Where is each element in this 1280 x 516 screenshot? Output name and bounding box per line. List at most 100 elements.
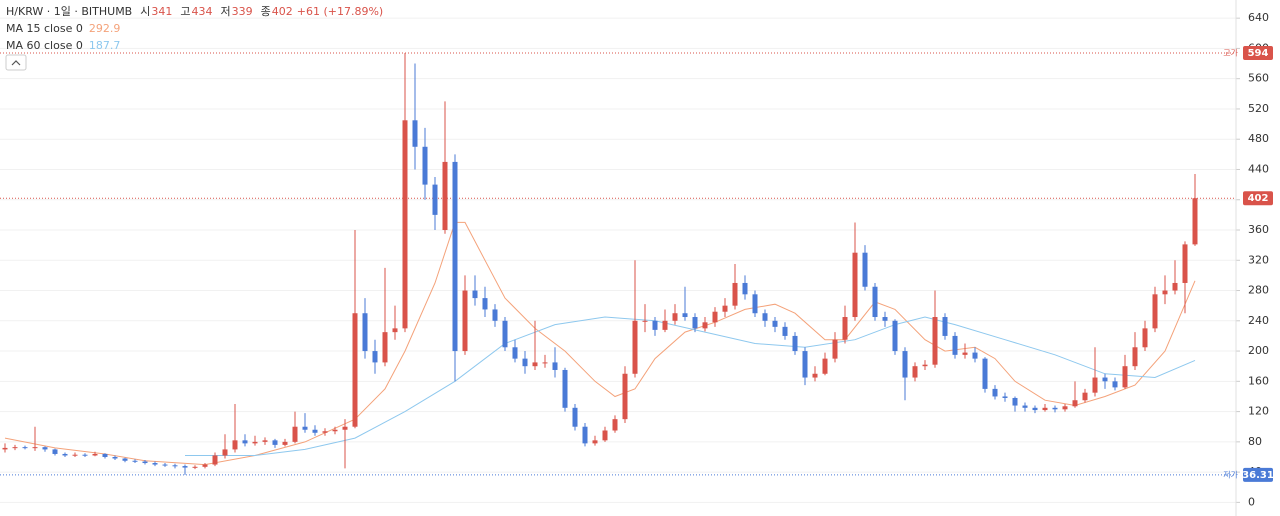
ohlc-value: 341 (151, 5, 172, 18)
chart-title: H/KRW · 1일 · BITHUMB 시341 고434 저339 종402 +61 … (6, 4, 383, 18)
candle-body (632, 320, 638, 374)
candle-body (642, 320, 648, 322)
candle-body (802, 351, 808, 378)
price-tag (1243, 45, 1273, 60)
candle-body (1162, 290, 1168, 295)
candle-body (152, 463, 158, 465)
ma-value: 187.7 (89, 39, 121, 52)
candle-body (12, 447, 18, 449)
candle-body (312, 429, 318, 433)
candle-body (722, 305, 728, 312)
candle-body (262, 440, 268, 442)
candle-body (202, 464, 208, 467)
candle-body (532, 362, 538, 367)
candle-body (602, 430, 608, 441)
candle-body (612, 419, 618, 431)
candle-body (42, 447, 48, 450)
candle-body (1072, 400, 1078, 407)
ohlc-label: 종 (261, 5, 271, 18)
moving-average-line (4, 221, 1196, 466)
candle-body (512, 347, 518, 359)
y-tick-label: 240 (1248, 314, 1269, 327)
candle-body (72, 454, 78, 456)
candle-body (892, 320, 898, 352)
candle-body (442, 161, 448, 231)
candle-body (492, 309, 498, 321)
candle-body (1042, 407, 1048, 411)
candle-body (552, 362, 558, 370)
price-tag-value: 594 (1248, 48, 1269, 59)
candle-body (1002, 396, 1008, 398)
candle-body (282, 441, 288, 445)
y-tick-label: 560 (1248, 72, 1269, 85)
candle-body (542, 362, 548, 364)
candle-body (192, 466, 198, 468)
candle-body (592, 440, 598, 444)
ohlc-value: 434 (191, 5, 212, 18)
price-tag-value: 402 (1248, 193, 1269, 204)
candle-body (182, 466, 188, 468)
candle-body (272, 440, 278, 445)
candle-body (702, 322, 708, 329)
y-tick-label: 80 (1248, 435, 1262, 448)
moving-average-line (185, 316, 1196, 456)
candle-body (1012, 397, 1018, 406)
candle-body (1142, 328, 1148, 348)
y-tick-label: 640 (1248, 11, 1269, 24)
candle-body (332, 429, 338, 432)
candle-body (992, 388, 998, 397)
candle-body (482, 298, 488, 310)
ohlc-value: 339 (232, 5, 253, 18)
collapse-icon (11, 60, 21, 66)
candle-body (962, 352, 968, 355)
candle-body (882, 317, 888, 321)
price-axis-bg (1236, 0, 1280, 516)
candle-body (32, 447, 38, 449)
y-tick-label: 360 (1248, 223, 1269, 236)
candle-body (1082, 392, 1088, 401)
candle-body (1102, 377, 1108, 382)
candle-body (942, 317, 948, 336)
ma-legend: MA 60 close 0 187.7 (6, 39, 120, 52)
collapse-button[interactable] (5, 54, 27, 71)
candle-body (1032, 407, 1038, 411)
candle-body (352, 313, 358, 427)
candle-body (1052, 407, 1058, 410)
candle-body (172, 465, 178, 467)
candle-body (922, 364, 928, 367)
candle-body (392, 328, 398, 333)
candle-body (682, 313, 688, 318)
candle-body (742, 282, 748, 295)
candle-body (732, 282, 738, 306)
y-tick-label: 280 (1248, 284, 1269, 297)
y-tick-label: 160 (1248, 374, 1269, 387)
candle-body (822, 358, 828, 374)
ma-name: MA 15 close 0 (6, 22, 83, 35)
candle-body (92, 453, 98, 456)
candle-body (1192, 198, 1198, 245)
candle-body (212, 455, 218, 465)
y-tick-label: 0 (1248, 495, 1255, 508)
y-tick-label: 520 (1248, 102, 1269, 115)
candle-body (422, 146, 428, 185)
candle-body (672, 313, 678, 321)
candle-body (112, 456, 118, 459)
candle-body (402, 120, 408, 329)
candle-body (1122, 366, 1128, 388)
candle-body (562, 369, 568, 408)
y-tick-label: 480 (1248, 132, 1269, 145)
candle-body (62, 453, 68, 456)
candle-body (982, 358, 988, 389)
y-tick-label: 320 (1248, 253, 1269, 266)
candle-body (142, 461, 148, 464)
price-tag-label: 저가 (1223, 470, 1238, 479)
price-tag-value: 36.31 (1242, 470, 1274, 481)
candle-body (832, 339, 838, 359)
candle-body (452, 161, 458, 352)
candle-body (912, 366, 918, 378)
ohlc-label: 시 (140, 5, 150, 18)
candle-body (1182, 244, 1188, 283)
candle-body (362, 313, 368, 352)
candle-body (222, 449, 228, 456)
ohlc-label: 저 (220, 5, 230, 18)
